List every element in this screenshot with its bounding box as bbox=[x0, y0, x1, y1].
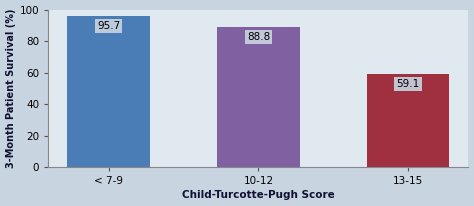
Bar bbox=[67, 16, 150, 167]
X-axis label: Child-Turcotte-Pugh Score: Child-Turcotte-Pugh Score bbox=[182, 190, 335, 200]
Bar bbox=[367, 74, 449, 167]
Text: 95.7: 95.7 bbox=[97, 21, 120, 31]
Bar bbox=[217, 27, 300, 167]
Y-axis label: 3-Month Patient Survival (%): 3-Month Patient Survival (%) bbox=[6, 9, 16, 168]
Text: 88.8: 88.8 bbox=[247, 32, 270, 42]
Text: 59.1: 59.1 bbox=[397, 79, 420, 89]
